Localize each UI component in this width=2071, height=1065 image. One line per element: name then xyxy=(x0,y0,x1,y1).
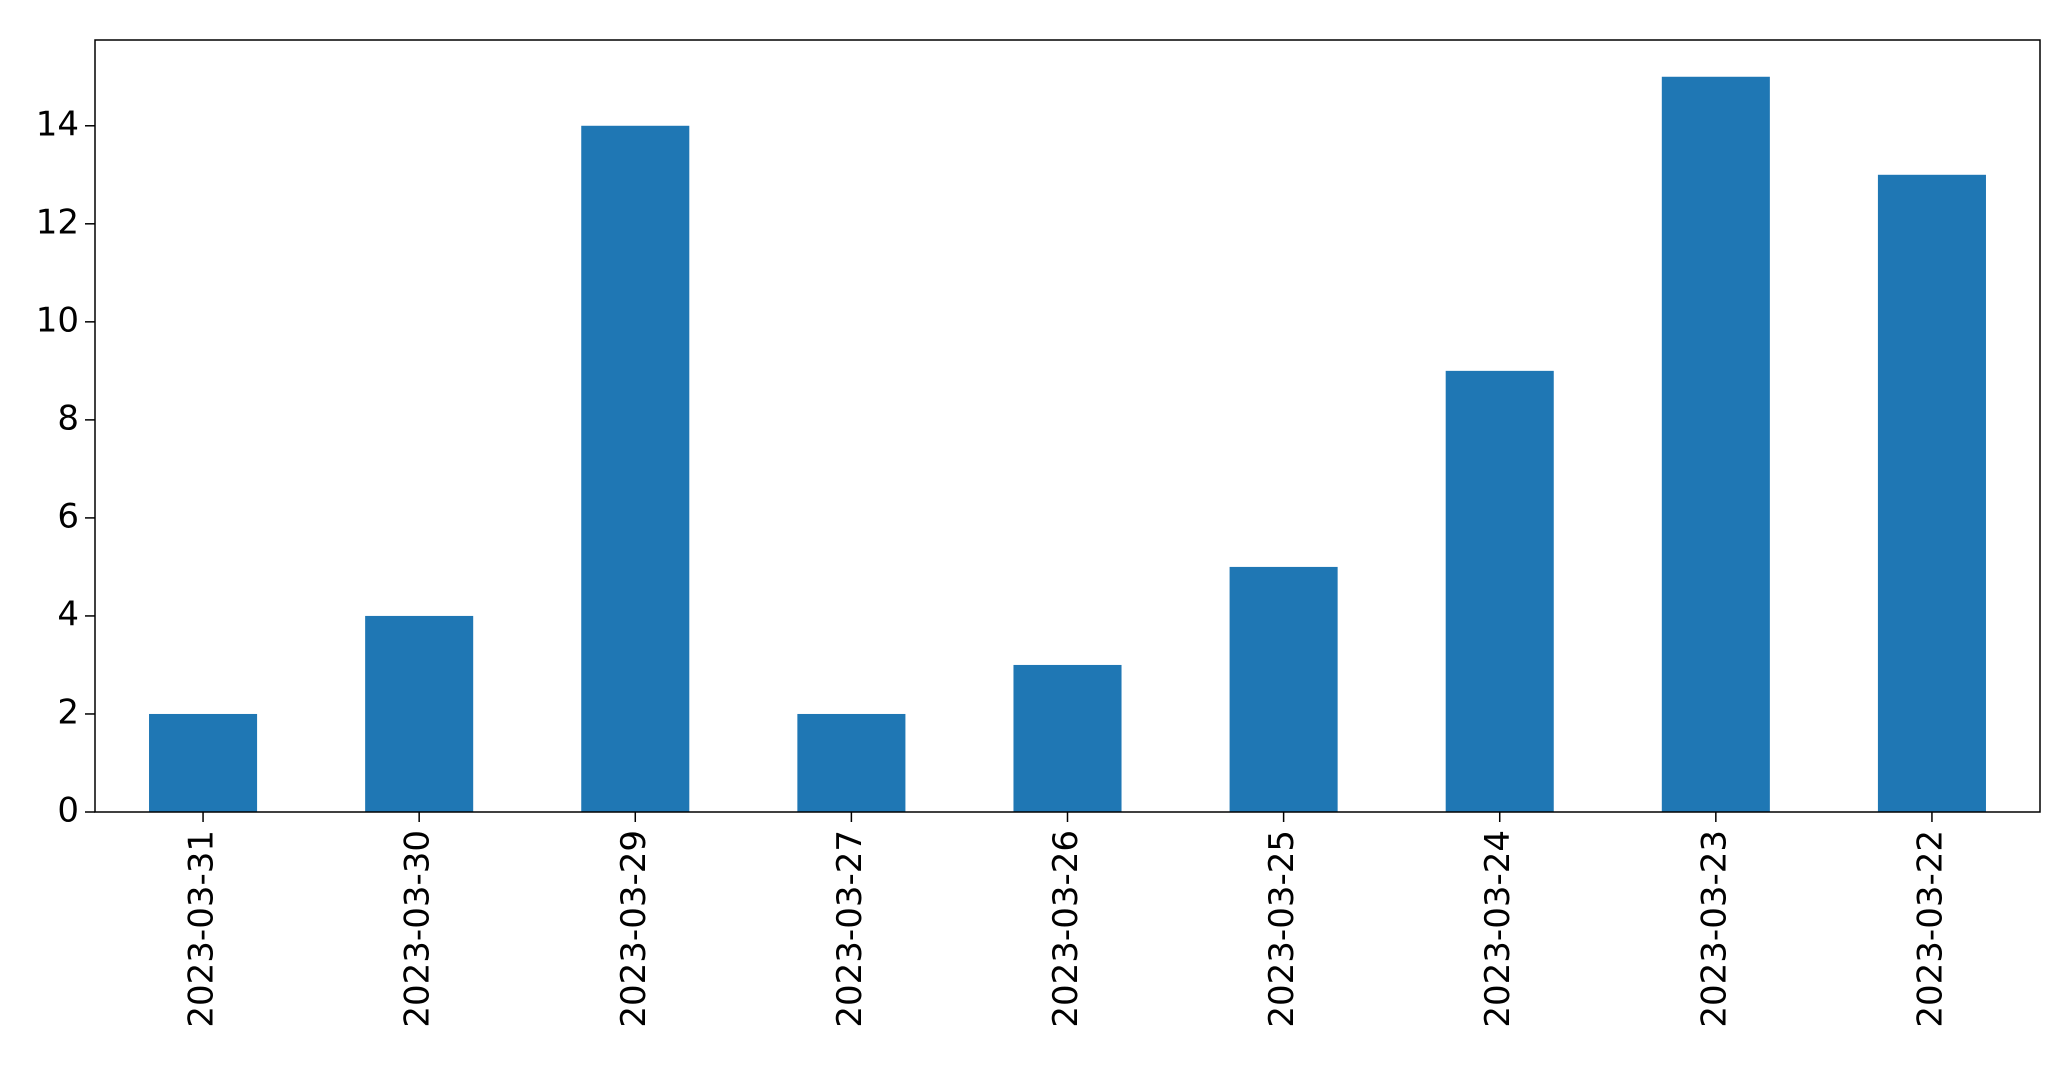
x-tick-label: 2023-03-25 xyxy=(1262,830,1302,1028)
x-tick-label: 2023-03-31 xyxy=(182,830,222,1028)
y-tick-label: 6 xyxy=(57,496,79,536)
bar xyxy=(149,713,258,812)
x-axis: 2023-03-31 2023-03-30 2023-03-29 2023-03-27… xyxy=(182,812,1950,1028)
y-tick-label: 8 xyxy=(57,398,79,438)
x-tick-label: 2023-03-30 xyxy=(398,830,438,1028)
y-axis: 0 2 4 6 8 10 12 14 xyxy=(36,104,95,831)
bar xyxy=(1661,76,1770,812)
bars-group xyxy=(149,76,1986,813)
y-tick-label: 0 xyxy=(57,791,79,831)
plot-frame xyxy=(94,39,2041,813)
bar xyxy=(1445,370,1554,812)
bar xyxy=(1877,174,1986,813)
y-tick-label: 4 xyxy=(57,594,79,634)
bar xyxy=(1013,664,1122,812)
bar xyxy=(797,713,906,812)
x-tick-label: 2023-03-29 xyxy=(614,830,654,1028)
x-tick-label: 2023-03-24 xyxy=(1478,830,1518,1028)
x-tick-label: 2023-03-23 xyxy=(1694,830,1734,1028)
y-tick-label: 14 xyxy=(36,104,79,144)
bar xyxy=(581,125,690,813)
y-tick-label: 12 xyxy=(36,202,79,242)
x-tick-label: 2023-03-27 xyxy=(830,830,870,1028)
bar xyxy=(1229,566,1338,812)
y-tick-label: 2 xyxy=(57,692,79,732)
x-tick-label: 2023-03-22 xyxy=(1910,830,1950,1028)
x-tick-label: 2023-03-26 xyxy=(1046,830,1086,1028)
bar xyxy=(365,615,474,812)
y-tick-label: 10 xyxy=(36,300,79,340)
